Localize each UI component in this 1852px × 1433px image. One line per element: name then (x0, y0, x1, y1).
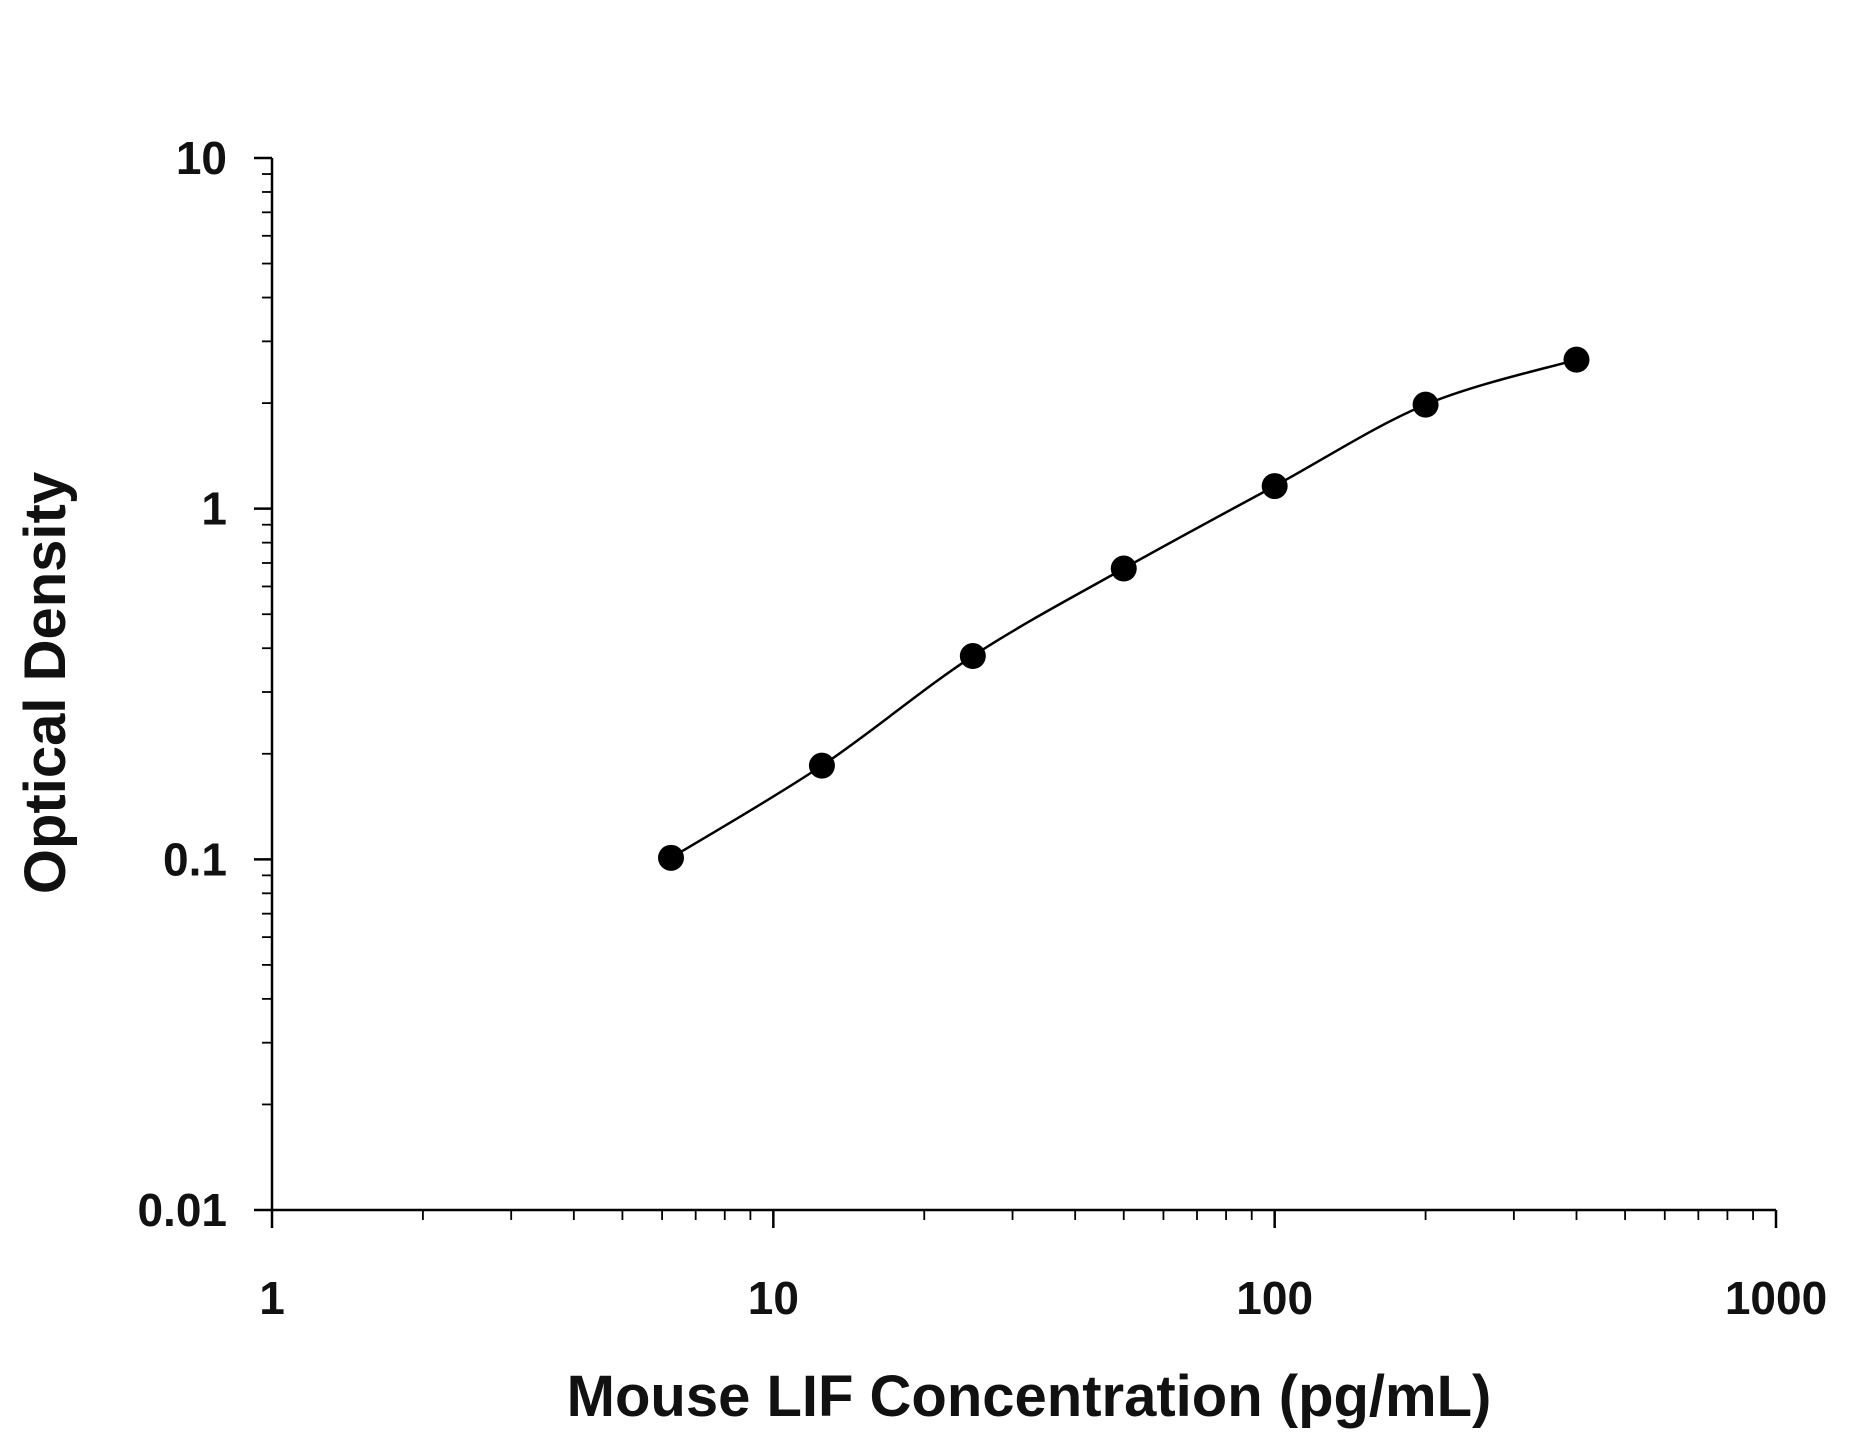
y-tick-label: 0.1 (163, 833, 227, 885)
data-point (1261, 473, 1288, 500)
y-tick-label: 0.01 (137, 1184, 227, 1236)
fit-curve-line (670, 358, 1577, 859)
y-tick-label: 1 (201, 483, 227, 535)
data-point (808, 752, 835, 779)
data-point (1412, 391, 1439, 418)
x-axis-major-ticks (270, 1210, 1778, 1228)
x-tick-label: 100 (1236, 1272, 1313, 1324)
y-tick-label: 10 (176, 132, 227, 184)
data-points (658, 346, 1590, 871)
y-axis-minor-ticks (262, 173, 272, 1106)
y-axis-title: Optical Density (13, 472, 78, 894)
x-tick-label: 1 (259, 1272, 285, 1324)
x-axis-title: Mouse LIF Concentration (pg/mL) (567, 1364, 1492, 1429)
x-tick-label: 1000 (1725, 1272, 1827, 1324)
x-axis-tick-labels: 1 10 100 1000 (259, 1272, 1827, 1324)
x-axis-minor-ticks (422, 1210, 1754, 1220)
y-axis-tick-labels: 0.01 0.1 1 10 (137, 132, 227, 1236)
data-point (1563, 346, 1590, 373)
data-point (658, 844, 685, 871)
data-point (1110, 555, 1137, 582)
data-point (959, 643, 986, 670)
y-axis-major-ticks (254, 156, 272, 1212)
x-tick-label: 10 (748, 1272, 799, 1324)
